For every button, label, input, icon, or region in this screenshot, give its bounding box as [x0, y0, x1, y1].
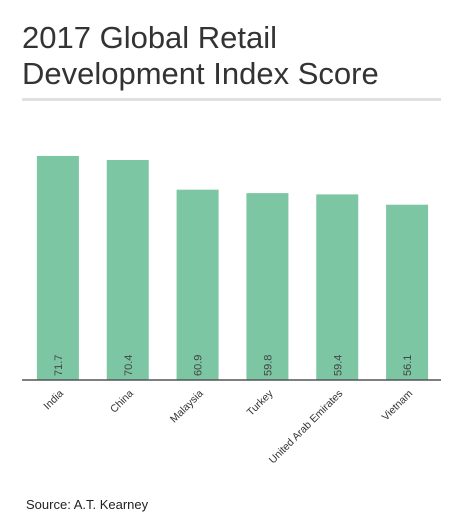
category-label: Turkey — [245, 387, 276, 418]
title-divider — [22, 98, 441, 101]
bar-turkey — [246, 193, 289, 380]
value-label: 70.4 — [123, 355, 135, 376]
value-label: 56.1 — [402, 355, 414, 376]
value-label: 59.4 — [332, 355, 344, 376]
chart-title: 2017 Global Retail Development Index Sco… — [22, 20, 442, 92]
category-label: Malaysia — [168, 388, 206, 426]
chart-title-line-1: 2017 Global Retail — [22, 20, 278, 55]
category-label: China — [108, 388, 136, 416]
bar-china — [106, 160, 149, 380]
value-label: 59.8 — [262, 355, 274, 376]
category-label: India — [41, 388, 66, 413]
bar-india — [36, 155, 79, 380]
chart-title-line-2: Development Index Score — [22, 56, 379, 91]
category-label: United Arab Emirates — [267, 388, 346, 467]
bar-united-arab-emirates — [316, 194, 359, 380]
source-note: Source: A.T. Kearney — [26, 497, 149, 512]
category-label: Vietnam — [380, 387, 416, 423]
bar-malaysia — [176, 189, 219, 380]
value-label: 60.9 — [193, 355, 205, 376]
bar-vietnam — [386, 204, 429, 380]
value-label: 71.7 — [53, 355, 65, 376]
